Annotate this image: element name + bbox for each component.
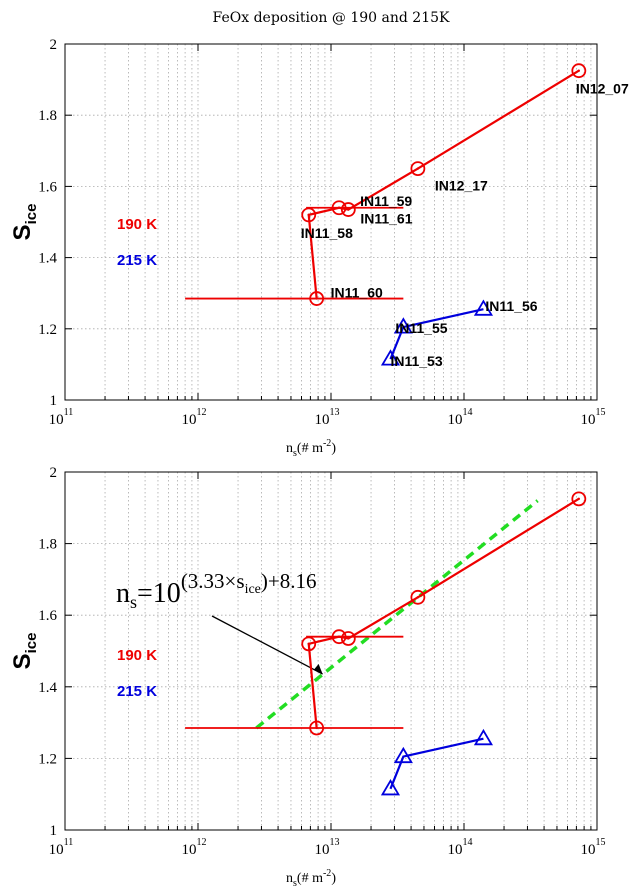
data-point	[380, 349, 401, 366]
data-point	[309, 720, 325, 736]
data-point	[309, 291, 325, 306]
data-point-center	[315, 726, 318, 730]
fit-formula: ns=10(3.33×sice)+8.16	[116, 569, 317, 612]
y-axis: 1 1.2 1.4 1.6 1.8 2	[38, 37, 597, 409]
legend-label: 190 K	[117, 216, 157, 233]
y-tick-label: 1	[50, 393, 58, 409]
point-label: IN11_58	[301, 225, 353, 241]
data-point-center	[577, 69, 581, 72]
data-point	[410, 161, 426, 177]
fit-line	[255, 499, 539, 730]
y-axis-label: Sice	[9, 204, 40, 241]
y-tick-label: 1	[50, 823, 58, 839]
formula-arrow	[211, 615, 323, 675]
chart-title: FeOx deposition @ 190 and 215K	[213, 10, 450, 26]
legend: 190 K 215 K	[117, 647, 157, 700]
data-point	[380, 779, 401, 796]
y-axis: 1 1.2 1.4 1.6 1.8 2	[38, 465, 597, 839]
series-215-k	[380, 728, 494, 796]
point-label: IN11_55	[395, 320, 447, 336]
y-tick-label: 1.2	[38, 322, 57, 338]
x-tick-label: 1015	[581, 407, 606, 428]
data-point	[340, 631, 356, 646]
x-axis-label: ns(# m-2)	[286, 868, 336, 887]
grid	[65, 472, 597, 830]
y-tick-label: 1.8	[38, 108, 57, 124]
series-line	[307, 497, 580, 729]
series-190-k	[185, 491, 587, 736]
legend-label: 215 K	[117, 252, 157, 269]
chart-panel-2: 1011 1012 1013 1014 1015 1 1.2 1.4 1.6 1.8 2 Sice ns…	[9, 465, 606, 887]
y-tick-label: 1.2	[38, 751, 57, 767]
series-190-k: IN11_60 IN11_58 IN11_59 IN11_61 IN12_17 IN12_…	[185, 63, 629, 306]
legend-label: 215 K	[117, 683, 157, 700]
y-tick-label: 1.6	[38, 608, 57, 624]
point-label: IN11_59	[360, 193, 412, 209]
x-axis: 1011 1012 1013 1014 1015	[49, 472, 606, 858]
point-label: IN12_07	[576, 81, 629, 97]
data-point-center	[416, 596, 420, 599]
y-tick-label: 1.4	[38, 680, 57, 696]
series-line	[389, 737, 484, 790]
y-tick-label: 2	[50, 37, 58, 53]
point-label: IN12_17	[435, 178, 488, 194]
data-point-center	[337, 635, 341, 638]
x-tick-label: 1014	[448, 837, 473, 858]
data-point-center	[307, 642, 310, 646]
data-point	[340, 202, 356, 217]
x-tick-label: 1014	[448, 407, 473, 428]
data-point-center	[347, 637, 350, 640]
y-tick-label: 2	[50, 465, 58, 481]
series-215-k: IN11_53 IN11_55 IN11_56	[380, 298, 538, 369]
data-point	[393, 317, 413, 334]
data-point	[393, 746, 413, 764]
y-tick-label: 1.8	[38, 537, 57, 553]
series-line	[389, 308, 484, 360]
data-point	[473, 728, 494, 746]
grid	[65, 44, 597, 400]
data-point	[301, 207, 317, 223]
x-tick-label: 1012	[182, 837, 207, 858]
x-axis-label: ns(# m-2)	[286, 438, 336, 459]
data-point	[571, 491, 587, 507]
data-point-center	[577, 497, 581, 501]
x-tick-label: 1012	[182, 407, 207, 428]
data-point	[331, 629, 347, 645]
data-point-center	[347, 208, 350, 211]
x-tick-label: 1013	[315, 837, 340, 858]
data-point-center	[337, 206, 341, 209]
series-line	[307, 69, 580, 299]
data-point	[301, 636, 317, 652]
data-point	[410, 589, 426, 605]
point-label: IN11_53	[390, 353, 442, 369]
x-tick-label: 1013	[315, 407, 340, 428]
data-point-center	[315, 297, 318, 300]
y-tick-label: 1.4	[38, 251, 57, 267]
data-point	[571, 63, 587, 79]
formula-arrow-head	[313, 664, 323, 675]
data-point	[473, 299, 494, 316]
point-label: IN11_61	[360, 211, 412, 227]
y-axis-label: Sice	[9, 633, 40, 670]
x-tick-label: 1015	[581, 837, 606, 858]
x-tick-label: 1011	[49, 837, 74, 858]
legend: 190 K 215 K	[117, 216, 157, 269]
data-point-center	[307, 213, 310, 217]
legend-label: 190 K	[117, 647, 157, 664]
x-axis: 1011 1012 1013 1014 1015	[49, 44, 606, 428]
y-tick-label: 1.6	[38, 179, 57, 195]
data-point-center	[416, 167, 420, 170]
x-tick-label: 1011	[49, 407, 74, 428]
point-label: IN11_60	[331, 285, 383, 301]
point-label: IN11_56	[485, 298, 537, 314]
data-point	[331, 200, 347, 216]
